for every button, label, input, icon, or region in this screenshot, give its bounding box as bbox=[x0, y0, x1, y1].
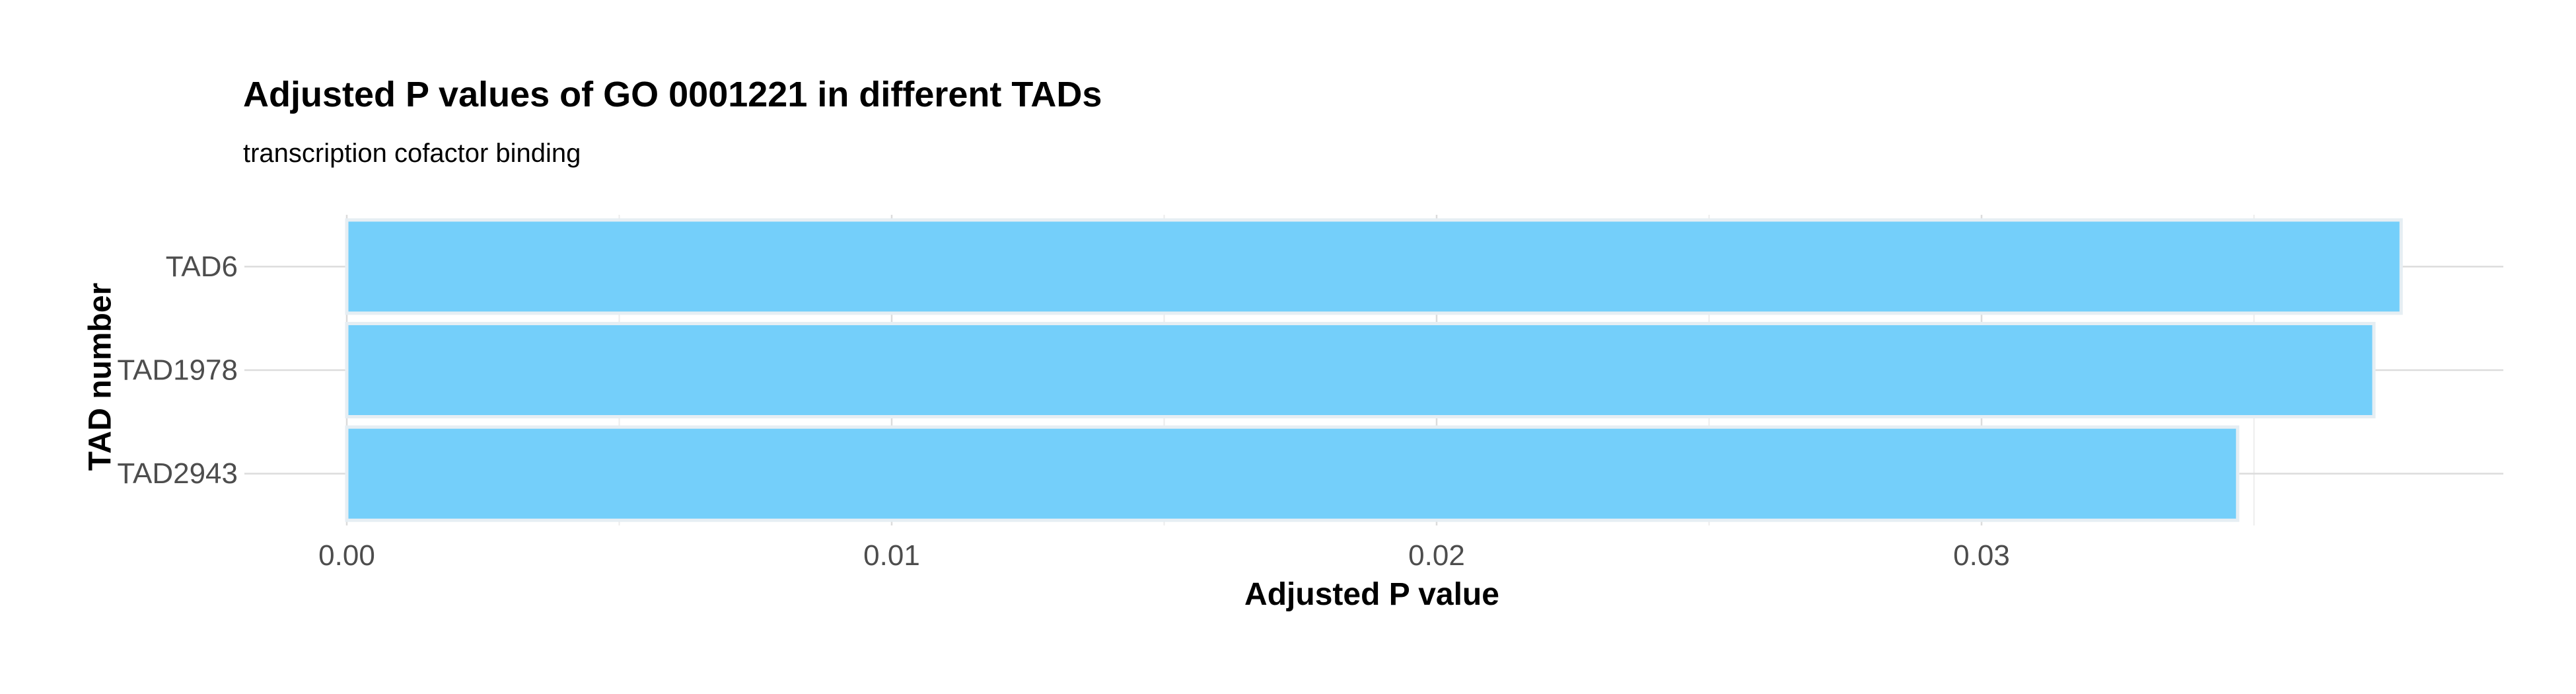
x-tick-label: 0.02 bbox=[1408, 539, 1465, 572]
y-axis-title: TAD number bbox=[83, 282, 118, 471]
chart-title: Adjusted P values of GO 0001221 in diffe… bbox=[243, 75, 1102, 114]
x-tick-label: 0.00 bbox=[318, 539, 375, 572]
chart-subtitle: transcription cofactor binding bbox=[243, 139, 581, 168]
bar-tad1978 bbox=[345, 322, 2376, 418]
bar-tad6 bbox=[345, 218, 2403, 315]
x-tick-label: 0.03 bbox=[1953, 539, 2010, 572]
x-tick-label: 0.01 bbox=[863, 539, 920, 572]
y-tick-label: TAD2943 bbox=[117, 457, 238, 490]
bar-layer bbox=[345, 218, 2403, 522]
x-axis-title: Adjusted P value bbox=[1244, 577, 1499, 612]
bar-tad2943 bbox=[345, 425, 2240, 522]
tick-label-layer: TAD6 TAD1978 TAD2943 0.00 0.01 0.02 0.03 bbox=[117, 251, 2009, 572]
y-tick-label: TAD6 bbox=[166, 251, 238, 283]
y-tick-label: TAD1978 bbox=[117, 354, 238, 387]
